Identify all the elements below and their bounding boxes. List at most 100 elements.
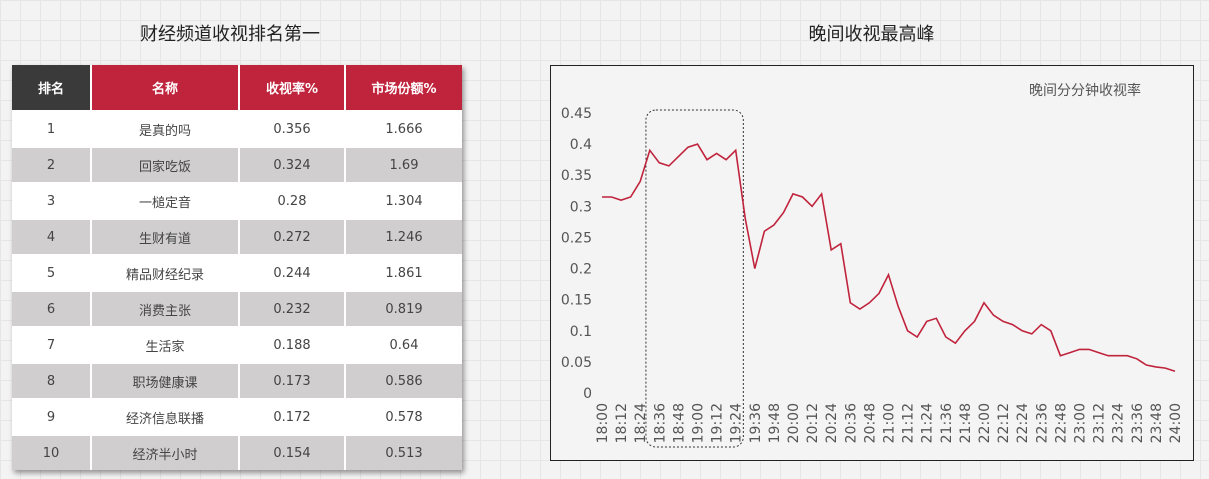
table-cell: 生活家 (90, 326, 239, 363)
legend-label: 晚间分分钟收视率 (1029, 82, 1141, 99)
x-tick-label: 18:24 (633, 403, 649, 443)
header-cell: 名称 (90, 65, 239, 111)
x-tick-label: 21:00 (882, 403, 898, 443)
table-cell: 0.64 (344, 326, 462, 363)
x-tick-label: 21:12 (901, 403, 917, 443)
x-tick-label: 20:24 (824, 403, 840, 443)
table-row: 2 回家吃饭 0.324 1.69 (12, 146, 462, 183)
table-cell: 4 (12, 218, 91, 255)
x-tick-label: 21:24 (920, 403, 936, 443)
table-cell: 职场健康课 (90, 362, 239, 399)
table-cell: 回家吃饭 (90, 146, 239, 183)
x-tick-label: 18:00 (595, 403, 611, 443)
table-cell: 1.861 (344, 254, 462, 291)
table-cell: 经济半小时 (90, 434, 239, 470)
x-tick-label: 22:00 (977, 403, 993, 443)
table-cell: 0.513 (344, 434, 462, 470)
y-tick-label: 0 (583, 386, 592, 402)
chart-title: 晚间收视最高峰 (808, 24, 935, 45)
table-row: 7 生活家 0.188 0.64 (12, 326, 462, 363)
header-row: 排名 名称 收视率% 市场份额% (12, 65, 462, 111)
table-cell: 0.586 (344, 362, 462, 399)
table-cell: 0.356 (238, 110, 345, 147)
table-row: 10 经济半小时 0.154 0.513 (12, 434, 462, 470)
highlight-box (645, 109, 744, 448)
ranking-table: 排名 名称 收视率% 市场份额% 1 是真的吗 0.356 1.666 2 回家吃饭 0.324 1… (12, 65, 462, 470)
table-cell: 5 (12, 254, 91, 291)
table-cell: 0.188 (238, 326, 345, 363)
y-tick-label: 0.05 (561, 355, 592, 371)
y-tick-label: 0.15 (561, 293, 592, 309)
x-tick-label: 23:12 (1092, 403, 1108, 443)
table-cell: 是真的吗 (90, 110, 239, 147)
table-body: 1 是真的吗 0.356 1.666 2 回家吃饭 0.324 1.69 3 一槌定音 0.28 1.… (12, 110, 462, 470)
x-tick-label: 22:48 (1053, 403, 1069, 443)
x-tick-label: 19:12 (710, 403, 726, 443)
x-tick-label: 21:48 (958, 403, 974, 443)
table-cell: 一槌定音 (90, 182, 239, 219)
table-row: 4 生财有道 0.272 1.246 (12, 218, 462, 255)
header-cell: 市场份额% (344, 65, 462, 111)
table-cell: 1.246 (344, 218, 462, 255)
table-cell: 10 (12, 434, 91, 470)
x-tick-label: 19:36 (748, 403, 764, 443)
header-cell: 收视率% (238, 65, 345, 111)
table-cell: 1 (12, 110, 91, 147)
table-cell: 1.666 (344, 110, 462, 147)
x-tick-label: 23:48 (1149, 403, 1165, 443)
table-cell: 8 (12, 362, 91, 399)
x-tick-label: 19:00 (691, 403, 707, 443)
y-tick-label: 0.4 (570, 137, 592, 153)
y-tick-label: 0.2 (570, 262, 592, 278)
y-tick-label: 0.25 (561, 230, 592, 246)
x-tick-label: 22:24 (1015, 403, 1031, 443)
table-cell: 1.304 (344, 182, 462, 219)
x-tick-label: 20:00 (786, 403, 802, 443)
table-row: 9 经济信息联播 0.172 0.578 (12, 398, 462, 435)
x-tick-label: 18:48 (671, 403, 687, 443)
table-cell: 9 (12, 398, 91, 435)
x-tick-label: 18:36 (652, 403, 668, 443)
x-tick-label: 20:36 (843, 403, 859, 443)
y-tick-label: 0.1 (570, 324, 592, 340)
table-cell: 6 (12, 290, 91, 327)
x-tick-label: 23:24 (1111, 403, 1127, 443)
x-tick-label: 23:36 (1130, 403, 1146, 443)
y-tick-label: 0.35 (561, 168, 592, 184)
table-cell: 0.154 (238, 434, 345, 470)
x-tick-label: 21:36 (939, 403, 955, 443)
header-cell: 排名 (12, 65, 91, 111)
x-tick-label: 20:48 (862, 403, 878, 443)
table-cell: 0.578 (344, 398, 462, 435)
table-cell: 0.232 (238, 290, 345, 327)
y-tick-label: 0.3 (570, 199, 592, 215)
table-cell: 精品财经纪录 (90, 254, 239, 291)
table-cell: 0.272 (238, 218, 345, 255)
table-cell: 0.819 (344, 290, 462, 327)
table-cell: 0.28 (238, 182, 345, 219)
table-cell: 0.324 (238, 146, 345, 183)
table-cell: 3 (12, 182, 91, 219)
table-row: 3 一槌定音 0.28 1.304 (12, 182, 462, 219)
x-tick-label: 22:12 (996, 403, 1012, 443)
table-cell: 0.173 (238, 362, 345, 399)
x-tick-label: 22:36 (1034, 403, 1050, 443)
x-tick-label: 24:00 (1168, 403, 1184, 443)
table-cell: 7 (12, 326, 91, 363)
chart-frame (550, 65, 1194, 461)
table-cell: 0.244 (238, 254, 345, 291)
table-row: 8 职场健康课 0.173 0.586 (12, 362, 462, 399)
table-cell: 1.69 (344, 146, 462, 183)
table-row: 6 消费主张 0.232 0.819 (12, 290, 462, 327)
table-title: 财经频道收视排名第一 (140, 24, 320, 45)
x-tick-label: 19:24 (729, 403, 745, 443)
table-cell: 0.172 (238, 398, 345, 435)
table-row: 1 是真的吗 0.356 1.666 (12, 110, 462, 147)
table-cell: 消费主张 (90, 290, 239, 327)
x-tick-label: 18:12 (614, 403, 630, 443)
x-tick-label: 20:12 (805, 403, 821, 443)
table-cell: 经济信息联播 (90, 398, 239, 435)
x-tick-label: 23:00 (1073, 403, 1089, 443)
